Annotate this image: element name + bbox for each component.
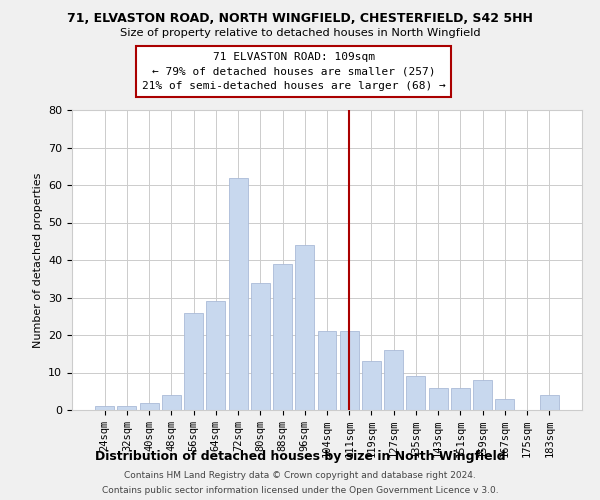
- Text: Contains HM Land Registry data © Crown copyright and database right 2024.: Contains HM Land Registry data © Crown c…: [124, 471, 476, 480]
- Bar: [496, 399, 514, 410]
- Text: Size of property relative to detached houses in North Wingfield: Size of property relative to detached ho…: [119, 28, 481, 38]
- Bar: [384, 350, 403, 410]
- Bar: [140, 402, 158, 410]
- Bar: [162, 395, 181, 410]
- Bar: [229, 178, 248, 410]
- Bar: [473, 380, 492, 410]
- Y-axis label: Number of detached properties: Number of detached properties: [32, 172, 43, 348]
- Bar: [362, 361, 381, 410]
- Bar: [95, 406, 114, 410]
- Bar: [118, 406, 136, 410]
- Text: Distribution of detached houses by size in North Wingfield: Distribution of detached houses by size …: [95, 450, 505, 463]
- Bar: [251, 282, 270, 410]
- Bar: [451, 388, 470, 410]
- Text: 71 ELVASTON ROAD: 109sqm
← 79% of detached houses are smaller (257)
21% of semi-: 71 ELVASTON ROAD: 109sqm ← 79% of detach…: [142, 52, 446, 91]
- Text: Contains public sector information licensed under the Open Government Licence v : Contains public sector information licen…: [101, 486, 499, 495]
- Bar: [317, 331, 337, 410]
- Bar: [273, 264, 292, 410]
- Bar: [206, 301, 225, 410]
- Bar: [295, 245, 314, 410]
- Text: 71, ELVASTON ROAD, NORTH WINGFIELD, CHESTERFIELD, S42 5HH: 71, ELVASTON ROAD, NORTH WINGFIELD, CHES…: [67, 12, 533, 26]
- Bar: [406, 376, 425, 410]
- Bar: [184, 312, 203, 410]
- Bar: [340, 331, 359, 410]
- Bar: [540, 395, 559, 410]
- Bar: [429, 388, 448, 410]
